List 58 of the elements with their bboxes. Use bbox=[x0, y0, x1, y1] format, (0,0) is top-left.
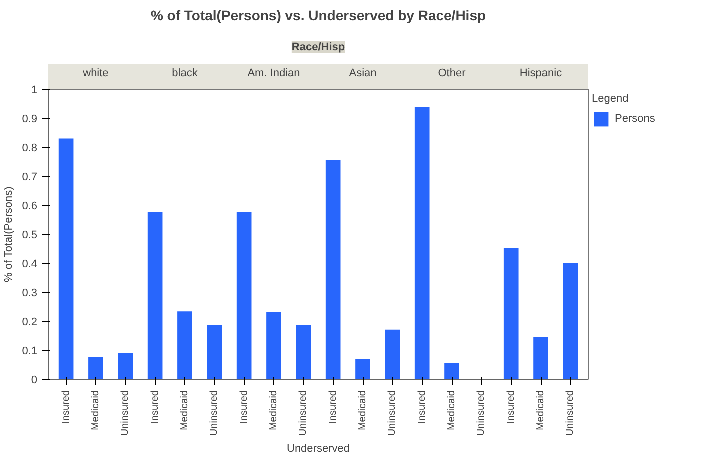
x-tick-label: Insured bbox=[238, 390, 250, 424]
y-tick-label: 0.4 bbox=[22, 258, 38, 270]
bar bbox=[563, 264, 578, 380]
x-tick-label: Insured bbox=[416, 390, 428, 424]
x-tick-label: Medicaid bbox=[179, 390, 190, 431]
bar bbox=[148, 212, 163, 380]
legend-title: Legend bbox=[592, 93, 630, 105]
bar bbox=[266, 312, 282, 380]
x-tick-label: Uninsured bbox=[209, 390, 220, 436]
y-tick-label: 0.9 bbox=[22, 114, 38, 126]
text: Race/Hisp bbox=[292, 42, 346, 54]
bar bbox=[504, 248, 519, 380]
text: white bbox=[82, 68, 109, 80]
text: Other bbox=[438, 68, 466, 80]
bar bbox=[534, 337, 548, 380]
x-tick-label: Uninsured bbox=[120, 390, 132, 436]
x-tick-label: Medicaid bbox=[268, 390, 280, 431]
text: black bbox=[172, 68, 198, 80]
x-tick-label: Uninsured bbox=[387, 390, 398, 436]
bar bbox=[444, 362, 460, 380]
bar bbox=[414, 107, 430, 380]
y-tick-label: 0.2 bbox=[22, 316, 38, 328]
bar bbox=[296, 324, 312, 380]
x-axis-title: Underserved bbox=[287, 443, 350, 456]
y-tick-label: 0 bbox=[31, 374, 38, 386]
bar bbox=[356, 359, 370, 380]
x-tick-label: Uninsured bbox=[476, 390, 488, 436]
x-tick-label: Insured bbox=[506, 390, 517, 424]
bar bbox=[118, 353, 134, 380]
bar bbox=[326, 160, 341, 380]
text: Am. Indian bbox=[248, 68, 300, 80]
y-tick-label: 0.1 bbox=[22, 346, 38, 358]
bar bbox=[236, 212, 252, 380]
y-tick-label: 0.3 bbox=[22, 288, 38, 300]
y-tick-label: 0.6 bbox=[22, 200, 38, 212]
y-tick-label: 1 bbox=[31, 84, 38, 96]
y-tick-label: 0.5 bbox=[22, 230, 38, 242]
bar bbox=[58, 138, 74, 380]
y-tick-label: 0.8 bbox=[22, 142, 38, 154]
y-axis-title: % of Total(Persons) bbox=[3, 186, 16, 282]
x-tick-label: Insured bbox=[60, 390, 72, 424]
x-tick-label: Uninsured bbox=[298, 390, 310, 436]
x-tick-label: Insured bbox=[150, 390, 161, 424]
x-tick-label: Uninsured bbox=[565, 390, 576, 436]
y-tick-label: 0.7 bbox=[22, 172, 38, 184]
bar bbox=[385, 330, 400, 380]
bar bbox=[178, 312, 192, 380]
legend-label: Persons bbox=[615, 113, 656, 125]
x-tick-label: Medicaid bbox=[358, 390, 369, 431]
bar bbox=[88, 357, 104, 380]
x-tick-label: Medicaid bbox=[90, 390, 102, 431]
text: Asian bbox=[349, 68, 377, 80]
chart-title: % of Total(Persons) vs. Underserved by Race/Hisp bbox=[150, 8, 486, 24]
x-tick-label: Insured bbox=[328, 390, 339, 424]
bar bbox=[207, 324, 222, 380]
text: Hispanic bbox=[520, 68, 563, 80]
x-tick-label: Medicaid bbox=[446, 390, 458, 431]
x-tick-label: Medicaid bbox=[536, 390, 547, 431]
